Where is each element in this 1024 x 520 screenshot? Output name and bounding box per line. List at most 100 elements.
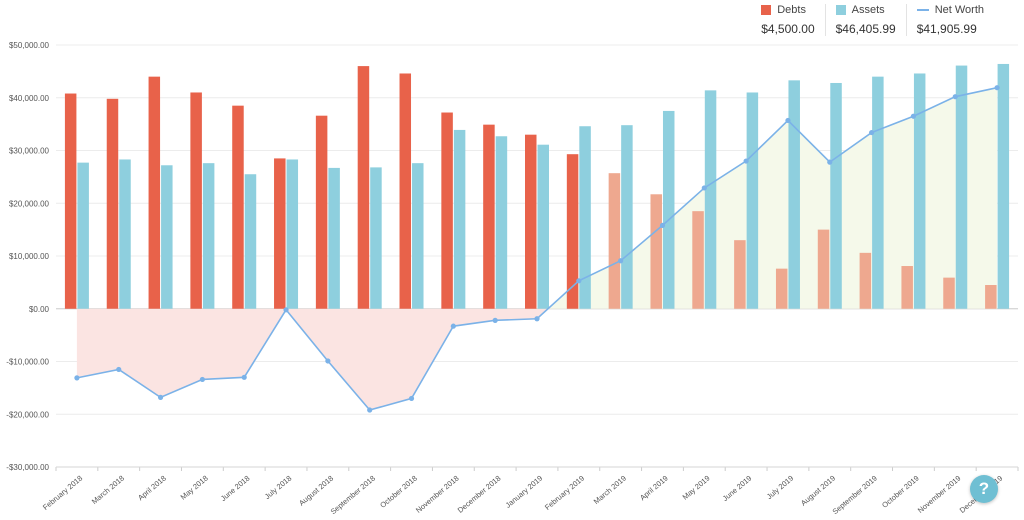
debts-bar <box>859 252 872 309</box>
net-worth-point <box>74 375 80 381</box>
net-worth-point <box>408 395 415 402</box>
assets-bar <box>412 163 424 309</box>
assets-bar <box>537 144 549 309</box>
assets-bar <box>662 110 675 309</box>
assets-bar <box>579 126 591 309</box>
chart-legend: Debts $4,500.00 Assets $46,405.99 Net Wo… <box>751 4 994 36</box>
debts-bar <box>64 93 77 309</box>
x-tick-label: May 2019 <box>681 474 712 502</box>
x-tick-label: April 2018 <box>136 474 168 503</box>
y-tick-label: $20,000.00 <box>9 199 50 208</box>
legend-swatch-debts <box>761 5 772 15</box>
x-tick-label: June 2019 <box>721 474 754 503</box>
legend-value-net-worth: $41,905.99 <box>916 22 977 36</box>
net-worth-point <box>910 113 917 119</box>
assets-bar <box>77 162 89 309</box>
debts-bar <box>441 112 453 309</box>
net-worth-point <box>869 129 875 136</box>
legend-label-assets: Assets <box>851 4 885 16</box>
x-tick-label: November 2019 <box>916 474 963 515</box>
x-tick-label: August 2019 <box>799 474 837 508</box>
y-tick-label: -$30,000.00 <box>6 463 49 472</box>
legend-label-debts: Debts <box>777 4 806 16</box>
x-tick-label: June 2018 <box>219 474 252 503</box>
net-worth-point <box>701 185 707 191</box>
net-worth-point <box>116 366 122 373</box>
debts-bar <box>190 92 202 309</box>
x-tick-label: February 2019 <box>543 474 586 512</box>
legend-swatch-net-worth <box>916 9 929 11</box>
net-worth-point <box>450 323 456 329</box>
legend-item-debts[interactable]: Debts $4,500.00 <box>751 4 824 36</box>
debts-bar <box>734 240 746 309</box>
x-tick-label: December 2018 <box>456 474 503 515</box>
debts-bar <box>525 134 537 309</box>
x-tick-label: May 2018 <box>179 474 210 502</box>
net-worth-point <box>199 376 205 383</box>
y-tick-label: -$10,000.00 <box>6 358 49 367</box>
legend-value-debts: $4,500.00 <box>761 22 815 36</box>
debts-bar <box>775 268 788 309</box>
net-worth-point <box>827 159 833 165</box>
net-worth-point <box>743 158 749 164</box>
assets-bar <box>370 167 382 309</box>
assets-bar <box>746 92 759 309</box>
x-tick-label: July 2018 <box>263 474 293 502</box>
debts-bar <box>566 154 579 309</box>
assets-bar <box>621 125 633 309</box>
assets-bar <box>830 82 842 309</box>
x-tick-label: September 2018 <box>329 474 377 517</box>
assets-bar <box>788 80 800 309</box>
y-tick-label: $0.00 <box>29 305 50 314</box>
legend-item-net-worth[interactable]: Net Worth $41,905.99 <box>905 4 994 36</box>
debts-bar <box>692 211 704 309</box>
x-tick-label: September 2019 <box>831 474 879 517</box>
net-worth-point <box>618 258 624 264</box>
y-tick-label: $10,000.00 <box>9 252 50 261</box>
x-tick-label: August 2018 <box>297 474 335 508</box>
net-worth-point <box>952 94 958 100</box>
net-worth-point <box>994 85 1000 91</box>
assets-bar <box>872 76 884 309</box>
assets-bar <box>704 90 717 309</box>
net-worth-point <box>492 317 498 323</box>
net-worth-point <box>325 358 331 364</box>
debts-bar <box>650 194 662 309</box>
debts-bar <box>943 277 955 309</box>
debts-bar <box>315 115 328 309</box>
y-tick-label: $40,000.00 <box>9 94 50 103</box>
net-worth-point <box>283 307 289 313</box>
help-button[interactable]: ? <box>970 475 998 503</box>
debts-bar <box>608 173 621 309</box>
debts-bar <box>274 158 286 309</box>
x-tick-label: October 2018 <box>378 474 419 510</box>
legend-value-assets: $46,405.99 <box>835 22 896 36</box>
y-tick-label: -$20,000.00 <box>6 410 49 419</box>
legend-swatch-assets <box>835 5 846 15</box>
x-tick-label: October 2019 <box>880 474 921 510</box>
assets-bar <box>495 136 508 309</box>
assets-bar <box>328 167 340 309</box>
net-worth-point <box>157 394 164 400</box>
debts-bar <box>357 66 370 309</box>
x-tick-label: April 2019 <box>638 474 670 503</box>
x-tick-label: January 2019 <box>504 474 545 510</box>
net-worth-point <box>241 374 247 380</box>
y-tick-label: $50,000.00 <box>9 41 50 50</box>
debts-bar <box>399 73 412 309</box>
debts-bar <box>232 105 244 309</box>
net-worth-point <box>576 278 582 284</box>
x-tick-label: March 2018 <box>90 474 126 506</box>
net-worth-point <box>785 117 791 124</box>
legend-label-net-worth: Net Worth <box>934 4 984 16</box>
negative-area <box>76 308 549 411</box>
debts-bar <box>901 266 913 309</box>
assets-bar <box>453 129 466 309</box>
x-tick-label: November 2018 <box>414 474 461 515</box>
assets-bar <box>244 174 257 309</box>
assets-bar <box>119 159 131 309</box>
x-tick-label: February 2018 <box>41 474 84 512</box>
legend-item-assets[interactable]: Assets $46,405.99 <box>824 4 906 36</box>
assets-bar <box>955 65 968 309</box>
